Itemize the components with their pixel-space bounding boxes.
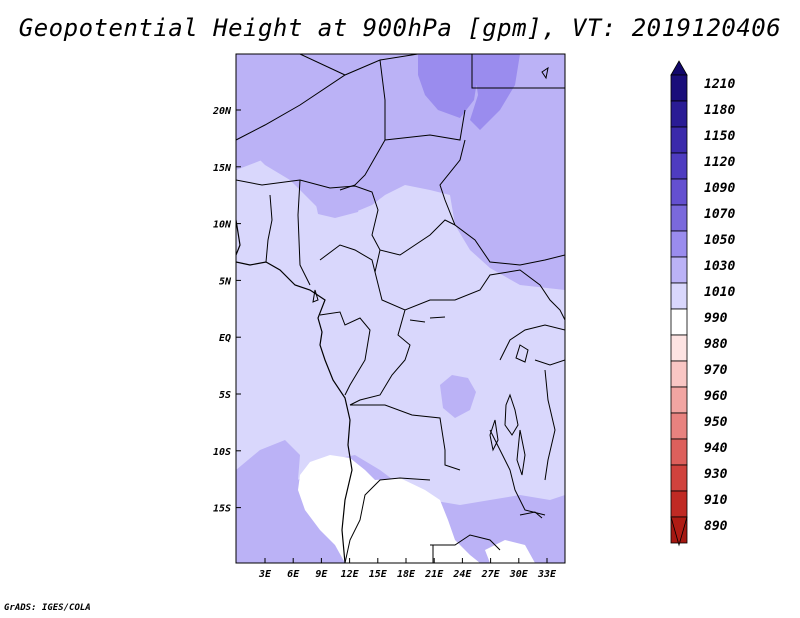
- lon-tick-label: 24E: [452, 569, 472, 580]
- colorbar-swatch: [670, 412, 688, 440]
- longitude-axis: 3E 6E 9E 12E 15E 18E 21E 24E 27E 30E 33E: [258, 558, 557, 580]
- colorbar-label: 1030: [704, 259, 735, 274]
- colorbar-swatch: [670, 230, 688, 258]
- field-region-northwest: [236, 54, 300, 170]
- lon-tick-label: 12E: [341, 569, 360, 580]
- field-region-east-blob: [440, 375, 476, 418]
- lat-tick-label: EQ: [219, 333, 231, 344]
- colorbar-swatch: [670, 152, 688, 180]
- colorbar-label: 1010: [704, 285, 735, 300]
- latitude-axis: 20N 15N 10N 5N EQ 5S 10S 15S: [212, 106, 241, 515]
- country-borders: [236, 54, 565, 563]
- lat-tick-label: 15N: [213, 163, 232, 174]
- colorbar-label: 910: [704, 493, 728, 508]
- colorbar-label: 890: [704, 519, 728, 534]
- lakes-and-islands: [312, 66, 549, 519]
- lon-tick-label: 15E: [369, 569, 388, 580]
- lat-tick-label: 15S: [213, 504, 231, 515]
- colorbar-label: 970: [704, 363, 728, 378]
- colorbar-label: 1150: [704, 129, 735, 144]
- colorbar-label: 980: [704, 337, 728, 352]
- lat-tick-label: 5N: [219, 276, 232, 287]
- colorbar-label: 950: [704, 415, 728, 430]
- lon-tick-label: 30E: [509, 569, 529, 580]
- lat-tick-label: 10N: [213, 220, 232, 231]
- chart-title: Geopotential Height at 900hPa [gpm], VT:…: [18, 14, 782, 42]
- field-region-high-1: [418, 54, 478, 118]
- field-region-low-south: [298, 455, 480, 563]
- lon-tick-label: 21E: [424, 569, 444, 580]
- colorbar-label: 1070: [704, 207, 735, 222]
- colorbar-label: 960: [704, 389, 728, 404]
- grads-credit: GrADS: IGES/COLA: [4, 603, 91, 613]
- colorbar-swatch: [670, 464, 688, 492]
- colorbar-label: 1210: [704, 77, 735, 92]
- colorbar-top-arrow: [670, 60, 688, 76]
- lon-tick-label: 3E: [258, 569, 272, 580]
- colorbar-label: 940: [704, 441, 728, 456]
- colorbar-swatch: [670, 334, 688, 362]
- colorbar-swatch: [670, 74, 688, 102]
- colorbar-swatch: [670, 360, 688, 388]
- lon-tick-label: 33E: [537, 569, 557, 580]
- lat-tick-label: 10S: [213, 447, 231, 458]
- colorbar-swatch: [670, 386, 688, 414]
- colorbar-label: 930: [704, 467, 728, 482]
- colorbar-swatch: [670, 282, 688, 310]
- colorbar-swatch: [670, 308, 688, 336]
- colorbar-swatch: [670, 100, 688, 128]
- lon-tick-label: 6E: [287, 569, 300, 580]
- map-field: [236, 54, 565, 563]
- colorbar-swatch: [670, 204, 688, 232]
- colorbar-bottom-arrow: [670, 516, 688, 547]
- colorbar-swatch: [670, 256, 688, 284]
- colorbar-swatch: [670, 126, 688, 154]
- lat-tick-label: 5S: [219, 390, 231, 401]
- field-region-low-southeast: [485, 540, 535, 563]
- field-region-sahel-blob: [315, 192, 362, 218]
- coastline: [236, 219, 353, 563]
- colorbar-label: 1050: [704, 233, 735, 248]
- colorbar: 1210 1180 1150 1120 1090 1070 1050 1030 1010 990 9…: [670, 60, 735, 547]
- field-region-high-2: [470, 54, 520, 130]
- colorbar-swatch: [670, 178, 688, 206]
- lon-tick-label: 9E: [315, 569, 328, 580]
- colorbar-label: 1120: [704, 155, 735, 170]
- colorbar-swatch: [670, 490, 688, 518]
- colorbar-label: 990: [704, 311, 728, 326]
- lon-tick-label: 18E: [397, 569, 416, 580]
- colorbar-label: 1180: [704, 103, 735, 118]
- colorbar-label: 1090: [704, 181, 735, 196]
- lat-tick-label: 20N: [212, 106, 232, 117]
- lon-tick-label: 27E: [481, 569, 501, 580]
- colorbar-swatch: [670, 438, 688, 466]
- map-frame: [235, 53, 566, 564]
